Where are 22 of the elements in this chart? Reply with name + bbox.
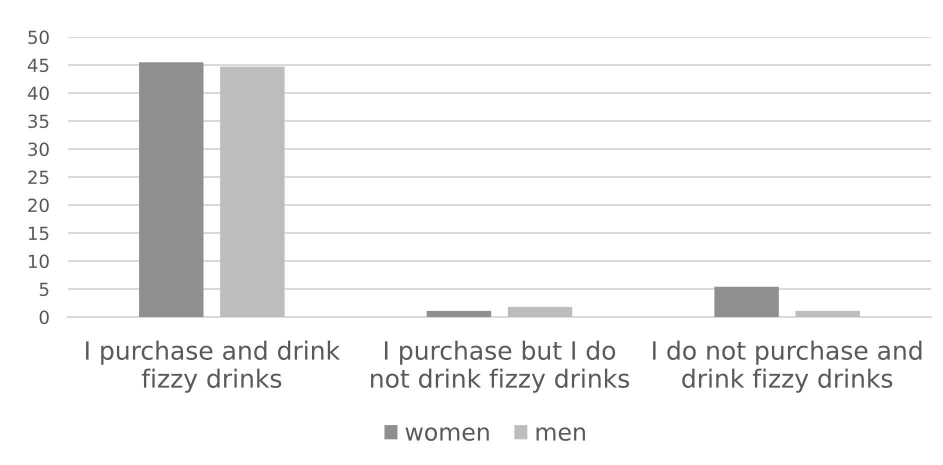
y-tick-label: 5 <box>40 282 48 296</box>
y-tick-label: 15 <box>28 226 48 240</box>
x-tick-label: I purchase but I do not drink fizzy drinks <box>371 340 629 393</box>
x-tick-label: I do not purchase and drink fizzy drinks <box>653 340 922 393</box>
bar <box>714 286 779 317</box>
bar <box>220 66 285 317</box>
y-tick-label: 0 <box>40 310 49 324</box>
legend-label: women <box>406 427 489 441</box>
bar <box>426 310 492 317</box>
legend-label: men <box>536 427 585 441</box>
y-tick-label: 40 <box>28 86 49 100</box>
bar <box>508 306 572 317</box>
y-tick-label: 20 <box>28 198 49 212</box>
y-tick-label: 10 <box>28 254 49 268</box>
x-tick-label: I purchase and drink fizzy drinks <box>86 340 340 393</box>
y-tick-label: 50 <box>28 30 49 44</box>
y-tick-label: 45 <box>28 58 48 72</box>
bar <box>796 310 860 317</box>
y-tick-label: 35 <box>28 114 48 128</box>
y-tick-label: 30 <box>28 142 49 156</box>
y-tick-label: 25 <box>28 170 48 184</box>
bar <box>139 62 204 317</box>
